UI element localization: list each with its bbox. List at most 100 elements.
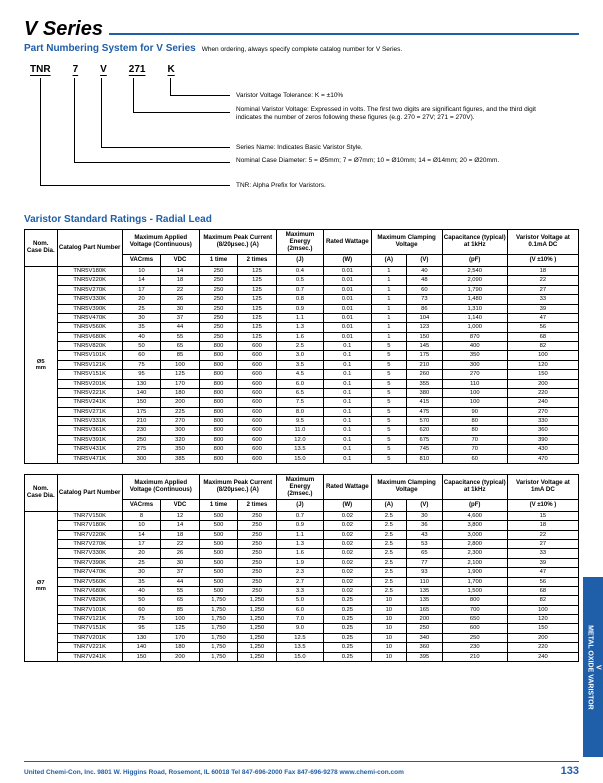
cell: 250 [238, 511, 277, 520]
cell: TNR7V201K [57, 633, 122, 642]
cell: 475 [407, 407, 443, 416]
cell: 2,800 [442, 540, 507, 549]
cell: 55 [161, 332, 200, 341]
cell: 415 [407, 398, 443, 407]
cell: 180 [161, 643, 200, 652]
cell: 73 [407, 295, 443, 304]
cell: 20 [122, 549, 161, 558]
cell: 1,250 [238, 633, 277, 642]
cell: 0.1 [324, 398, 371, 407]
cell: 3,800 [442, 521, 507, 530]
cell: 500 [199, 568, 238, 577]
cell: 270 [507, 407, 578, 416]
cell: 0.01 [324, 323, 371, 332]
cell: 150 [507, 624, 578, 633]
cell: 0.02 [324, 568, 371, 577]
cell: 230 [442, 643, 507, 652]
th-dia: Nom. Case Dia. [25, 230, 58, 267]
cell: 600 [238, 454, 277, 463]
cell: 0.01 [324, 332, 371, 341]
th-dia: Nom. Case Dia. [25, 474, 58, 511]
cell: TNR5V470K [57, 313, 122, 322]
cell: 250 [199, 332, 238, 341]
cell: 60 [122, 351, 161, 360]
cell: TNR7V151K [57, 624, 122, 633]
th-cap: Capacitance (typical) at 1kHz [442, 230, 507, 255]
cell: 125 [238, 285, 277, 294]
cell: 0.1 [324, 370, 371, 379]
cell: 300 [122, 454, 161, 463]
cell: 27 [507, 540, 578, 549]
cell: 5.0 [276, 596, 323, 605]
cell: 250 [199, 313, 238, 322]
cell: TNR7V560K [57, 577, 122, 586]
cell: 3.0 [276, 351, 323, 360]
cell: 43 [407, 530, 443, 539]
pn-desc: Nominal Case Diameter: 5 = Ø5mm; 7 = Ø7m… [236, 157, 499, 165]
cell: 0.1 [324, 435, 371, 444]
cell: TNR5V560K [57, 323, 122, 332]
cell: 270 [442, 370, 507, 379]
cell: 0.25 [324, 596, 371, 605]
cell: 10 [371, 643, 407, 652]
cell: 600 [238, 445, 277, 454]
cell: 68 [507, 586, 578, 595]
table-row: TNR5V270K17222501250.70.011601,79027 [25, 285, 579, 294]
cell: 37 [161, 568, 200, 577]
cell: 500 [199, 511, 238, 520]
th-mcv: Maximum Clamping Voltage [371, 474, 442, 499]
cell: 0.5 [276, 276, 323, 285]
cell: 37 [161, 313, 200, 322]
cell: 0.02 [324, 586, 371, 595]
th-mcv-v: (V) [407, 500, 443, 512]
th-1t: 1 time [199, 500, 238, 512]
th-vdc: VDC [161, 500, 200, 512]
table-row: TNR7V180K10145002500.90.022.5363,80018 [25, 521, 579, 530]
cell: TNR7V220K [57, 530, 122, 539]
cell: 26 [161, 295, 200, 304]
cell: 1 [371, 276, 407, 285]
th-me-u: (J) [276, 255, 323, 267]
cell: 1,480 [442, 295, 507, 304]
table-row: TNR5V330K20262501250.80.011731,48033 [25, 295, 579, 304]
cell: 27 [507, 285, 578, 294]
cell: 165 [407, 605, 443, 614]
cell: 800 [199, 435, 238, 444]
th-vdc: VDC [161, 255, 200, 267]
th-vv: Varistor Voltage at 0.1mA DC [507, 230, 578, 255]
cell: TNR5V221K [57, 388, 122, 397]
cell: 1 [371, 332, 407, 341]
cell: 85 [161, 605, 200, 614]
cell: TNR7V680K [57, 586, 122, 595]
table-row: TNR7V201K1301701,7501,25012.50.251034025… [25, 633, 579, 642]
cell: 0.02 [324, 511, 371, 520]
cell: 125 [238, 267, 277, 276]
cell: 150 [507, 370, 578, 379]
cell: 100 [507, 605, 578, 614]
table-row: TNR7V220K14185002501.10.022.5433,00022 [25, 530, 579, 539]
cell: 0.1 [324, 426, 371, 435]
cell: 3,000 [442, 530, 507, 539]
cell: 125 [238, 276, 277, 285]
cell: 140 [122, 643, 161, 652]
cell: 225 [161, 407, 200, 416]
cell: 800 [199, 454, 238, 463]
cell: 500 [199, 530, 238, 539]
table-row: TNR5V331K2102708006009.50.1557080330 [25, 417, 579, 426]
cell: 39 [507, 558, 578, 567]
cell: 5 [371, 445, 407, 454]
cell: 0.1 [324, 351, 371, 360]
cell: 123 [407, 323, 443, 332]
th-part: Catalog Part Number [57, 474, 122, 511]
cell: 500 [199, 540, 238, 549]
cell: TNR7V180K [57, 521, 122, 530]
cell: 8.0 [276, 407, 323, 416]
cell: 2.5 [371, 577, 407, 586]
table-row: TNR7V330K20265002501.60.022.5652,30033 [25, 549, 579, 558]
th-1t: 1 time [199, 255, 238, 267]
cell: 0.02 [324, 540, 371, 549]
cell: 150 [407, 332, 443, 341]
cell: 180 [161, 388, 200, 397]
cell: 33 [507, 295, 578, 304]
cell: 6.0 [276, 605, 323, 614]
